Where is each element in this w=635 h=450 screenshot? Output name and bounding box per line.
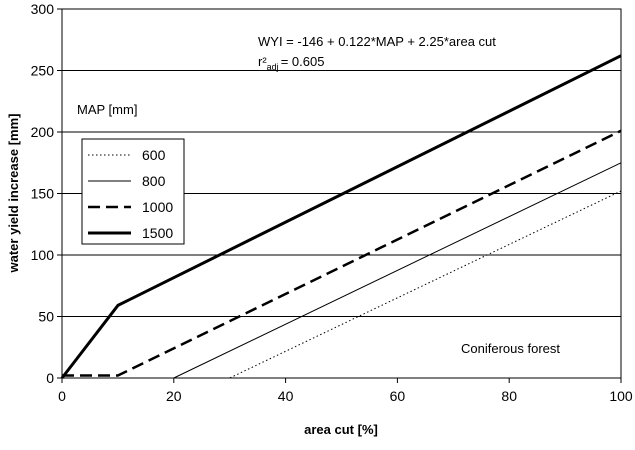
x-tick-label-0: 0	[58, 388, 66, 404]
y-axis-ticks: 0 50 100 150 200 250 300	[31, 1, 62, 386]
x-axis-ticks: 0 20 40 60 80 100	[58, 378, 633, 404]
r2-value: = 0.605	[281, 54, 325, 69]
legend: 600 800 1000 1500	[81, 138, 185, 245]
legend-box	[81, 138, 185, 245]
x-tick-label-4: 80	[501, 388, 517, 404]
x-tick-label-1: 20	[166, 388, 182, 404]
y-tick-label-3: 150	[31, 186, 55, 202]
forest-annotation: Coniferous forest	[461, 341, 560, 356]
series-line-600	[62, 190, 622, 379]
y-tick-label-0: 0	[46, 370, 54, 386]
y-axis-title: water yield increase [mm]	[6, 114, 21, 274]
series-line-1500	[60, 54, 622, 379]
r2-subscript: adj	[267, 62, 279, 72]
y-tick-label-6: 300	[31, 1, 55, 17]
x-axis-title: area cut [%]	[304, 422, 378, 437]
legend-label-1500: 1500	[142, 225, 173, 241]
y-tick-label-4: 200	[31, 124, 55, 140]
y-tick-label-1: 50	[38, 309, 54, 325]
r2-annotation: r²adj = 0.605	[258, 54, 324, 72]
legend-label-1000: 1000	[142, 199, 173, 215]
r2-prefix: r²	[258, 54, 267, 69]
series-line-1000	[62, 129, 622, 377]
x-tick-label-2: 40	[278, 388, 294, 404]
legend-label-600: 600	[142, 147, 166, 163]
y-tick-label-5: 250	[31, 63, 55, 79]
x-tick-label-5: 100	[609, 388, 633, 404]
legend-label-800: 800	[142, 173, 166, 189]
equation-annotation: WYI = -146 + 0.122*MAP + 2.25*area cut	[258, 34, 496, 49]
y-tick-label-2: 100	[31, 247, 55, 263]
legend-title: MAP [mm]	[77, 102, 137, 117]
x-tick-label-3: 60	[390, 388, 406, 404]
